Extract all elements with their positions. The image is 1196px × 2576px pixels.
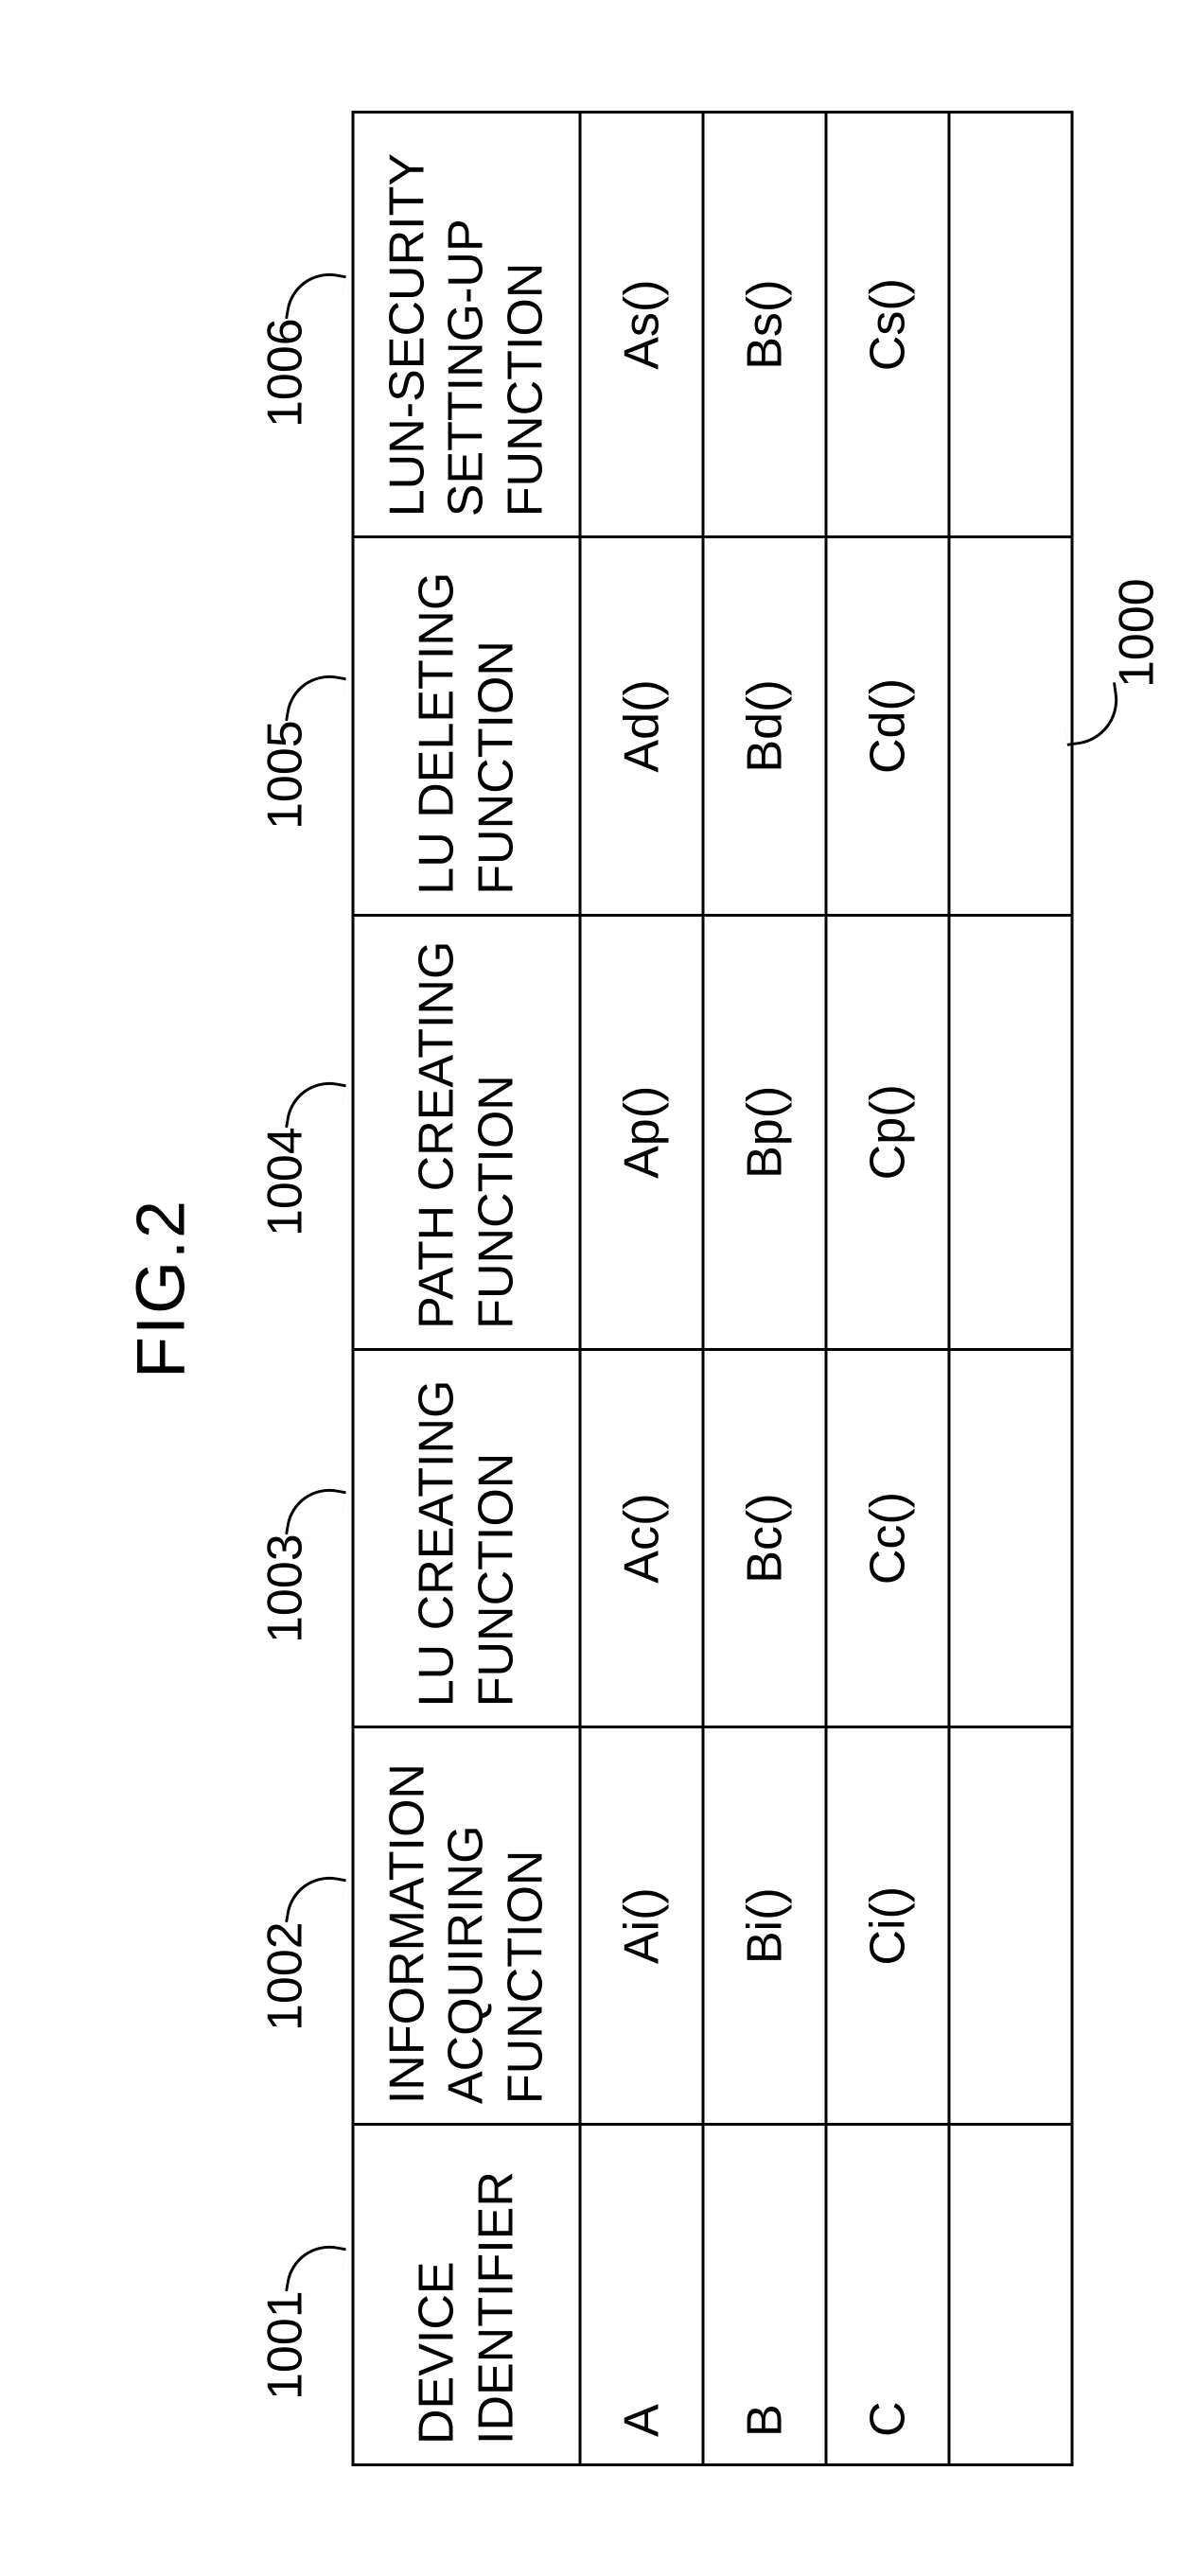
table-cell: Cp()	[826, 915, 949, 1349]
table-cell: Ad()	[580, 536, 703, 914]
table-cell: B	[703, 2124, 826, 2464]
column-ref-label: 1003	[257, 1533, 314, 1643]
column-header: LU DELETING FUNCTION	[353, 536, 580, 914]
leader-tick	[285, 266, 346, 327]
leader-tick	[285, 1075, 346, 1136]
column-ref-text: 1001	[258, 2290, 313, 2400]
table-cell: Ap()	[580, 915, 703, 1349]
column-ref-label: 1005	[257, 720, 314, 830]
column-ref-label: 1006	[257, 318, 314, 428]
column-ref-label: 1004	[257, 1127, 314, 1236]
table-cell: Bc()	[703, 1349, 826, 1726]
column-ref-text: 1006	[258, 318, 313, 428]
column-header: PATH CREATING FUNCTION	[353, 915, 580, 1349]
table-cell: A	[580, 2124, 703, 2464]
column-ref-text: 1003	[258, 1533, 313, 1643]
column-ref-row: 1001 1002 1003 1004 1005 1006	[257, 111, 352, 2466]
table-cell: Ac()	[580, 1349, 703, 1726]
column-ref-label: 1001	[257, 2290, 314, 2400]
leader-tick	[285, 2238, 346, 2300]
column-ref-text: 1005	[258, 720, 313, 830]
table-cell: Bp()	[703, 915, 826, 1349]
column-ref-text: 1002	[258, 1921, 313, 2031]
table-ref-text: 1000	[1110, 578, 1165, 688]
table-cell: Bd()	[703, 536, 826, 914]
table-cell: C	[826, 2124, 949, 2464]
table-cell	[949, 1726, 1072, 2124]
function-table: DEVICE IDENTIFIERINFORMATION ACQUIRING F…	[352, 111, 1074, 2466]
table-cell: Cs()	[826, 112, 949, 536]
table-cell: Cd()	[826, 536, 949, 914]
leader-tick	[285, 668, 346, 729]
figure-title: FIG.2	[123, 111, 201, 2466]
table-cell: Cc()	[826, 1349, 949, 1726]
table-cell	[949, 1349, 1072, 1726]
table-cell	[949, 536, 1072, 914]
table-cell	[949, 2124, 1072, 2464]
leader-hook	[1060, 682, 1124, 746]
table-cell: As()	[580, 112, 703, 536]
column-ref-text: 1004	[258, 1127, 313, 1236]
table-cell: Bs()	[703, 112, 826, 536]
table-ref-label: 1000	[1109, 578, 1166, 688]
leader-tick	[285, 1481, 346, 1543]
table-cell: Bi()	[703, 1726, 826, 2124]
table-cell: Ai()	[580, 1726, 703, 2124]
column-ref-label: 1002	[257, 1921, 314, 2031]
table-cell	[949, 915, 1072, 1349]
figure-container: FIG.2 1001 1002 1003 1004 1005 1006 DEVICE ID…	[123, 111, 1074, 2466]
table-cell: Ci()	[826, 1726, 949, 2124]
column-header: INFORMATION ACQUIRING FUNCTION	[353, 1726, 580, 2124]
column-header: LU CREATING FUNCTION	[353, 1349, 580, 1726]
column-header: LUN-SECURITY SETTING-UP FUNCTION	[353, 112, 580, 536]
column-header: DEVICE IDENTIFIER	[353, 2124, 580, 2464]
leader-tick	[285, 1869, 346, 1931]
table-area: 1001 1002 1003 1004 1005 1006 DEVICE IDENTIFI…	[257, 111, 1074, 2466]
table-cell	[949, 112, 1072, 536]
